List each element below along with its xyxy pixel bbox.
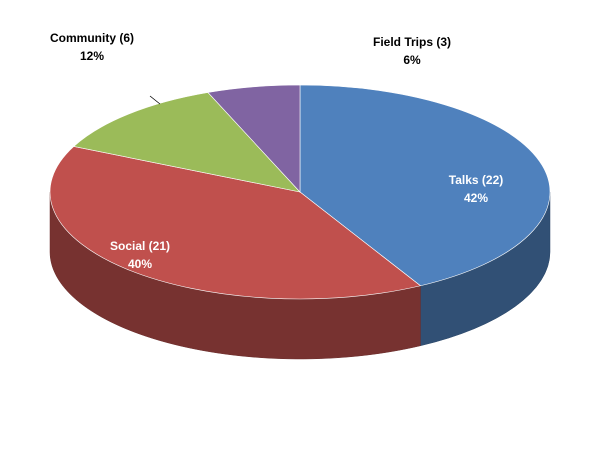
- labels: Talks (22) 42% Social (21) 40% Community (6)…: [50, 31, 503, 271]
- value-label: 12%: [80, 49, 104, 63]
- value-label: 40%: [128, 257, 152, 271]
- category-label: Talks (22): [449, 173, 503, 187]
- category-label: Social (21): [110, 239, 170, 253]
- slice: [299, 84, 551, 287]
- category-label: Community (6): [50, 31, 134, 45]
- category-label: Field Trips (3): [373, 35, 451, 49]
- slice: [49, 146, 422, 300]
- slice: [207, 84, 301, 193]
- value-label: 6%: [403, 53, 421, 67]
- leader-line: [149, 95, 161, 105]
- pie-tops: [49, 84, 551, 300]
- value-label: 42%: [464, 191, 488, 205]
- slice: [73, 92, 301, 193]
